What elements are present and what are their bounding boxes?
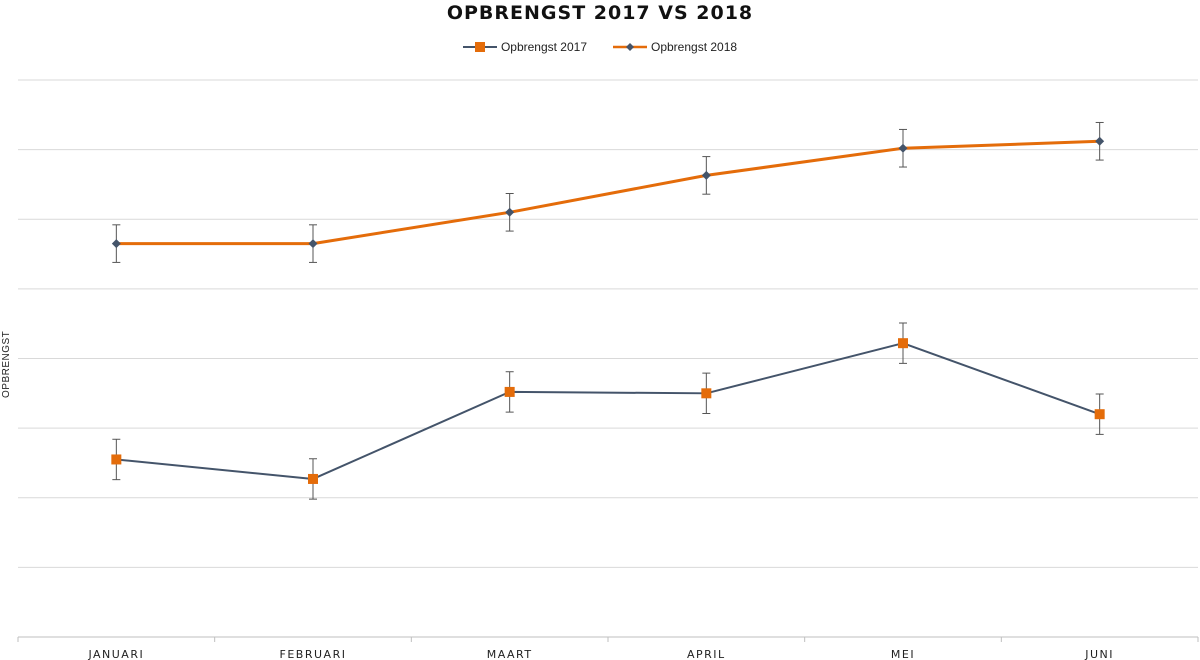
legend-item-2018: Opbrengst 2018 bbox=[613, 40, 737, 54]
legend-label-2018: Opbrengst 2018 bbox=[651, 40, 738, 54]
legend-label-2017: Opbrengst 2017 bbox=[500, 40, 587, 54]
marker-opbrengst-2017-0 bbox=[111, 454, 122, 465]
legend-swatch-2018 bbox=[613, 43, 647, 51]
x-tick-label-februari: FEBRUARI bbox=[280, 648, 347, 660]
legend-swatch-2017 bbox=[462, 42, 497, 52]
series-line-opbrengst-2018 bbox=[116, 139, 1100, 246]
x-tick-label-mei: MEI bbox=[891, 648, 915, 660]
series-line-opbrengst-2017 bbox=[116, 342, 1101, 480]
x-tick-label-maart: MAART bbox=[487, 648, 533, 660]
marker-opbrengst-2017-3 bbox=[701, 388, 712, 399]
marker-opbrengst-2018-2 bbox=[505, 207, 515, 217]
legend-item-2017: Opbrengst 2017 bbox=[462, 40, 587, 54]
chart-title: OPBRENGST 2017 VS 2018 bbox=[446, 2, 754, 24]
x-tick-label-april: APRIL bbox=[687, 648, 726, 660]
marker-opbrengst-2017-2 bbox=[504, 386, 515, 397]
marker-opbrengst-2018-4 bbox=[898, 143, 908, 153]
marker-opbrengst-2018-5 bbox=[1095, 136, 1105, 146]
x-tick-label-januari: JANUARI bbox=[87, 648, 144, 660]
marker-opbrengst-2018-0 bbox=[111, 239, 121, 249]
marker-opbrengst-2017-1 bbox=[308, 473, 318, 484]
marker-opbrengst-2018-3 bbox=[701, 170, 711, 180]
marker-opbrengst-2018-1 bbox=[308, 239, 318, 249]
legend: Opbrengst 2017 Opbrengst 2018 bbox=[0, 40, 1200, 54]
marker-opbrengst-2017-5 bbox=[1094, 409, 1105, 420]
x-tick-label-juni: JUNI bbox=[1084, 648, 1114, 660]
marker-opbrengst-2017-4 bbox=[898, 338, 908, 349]
